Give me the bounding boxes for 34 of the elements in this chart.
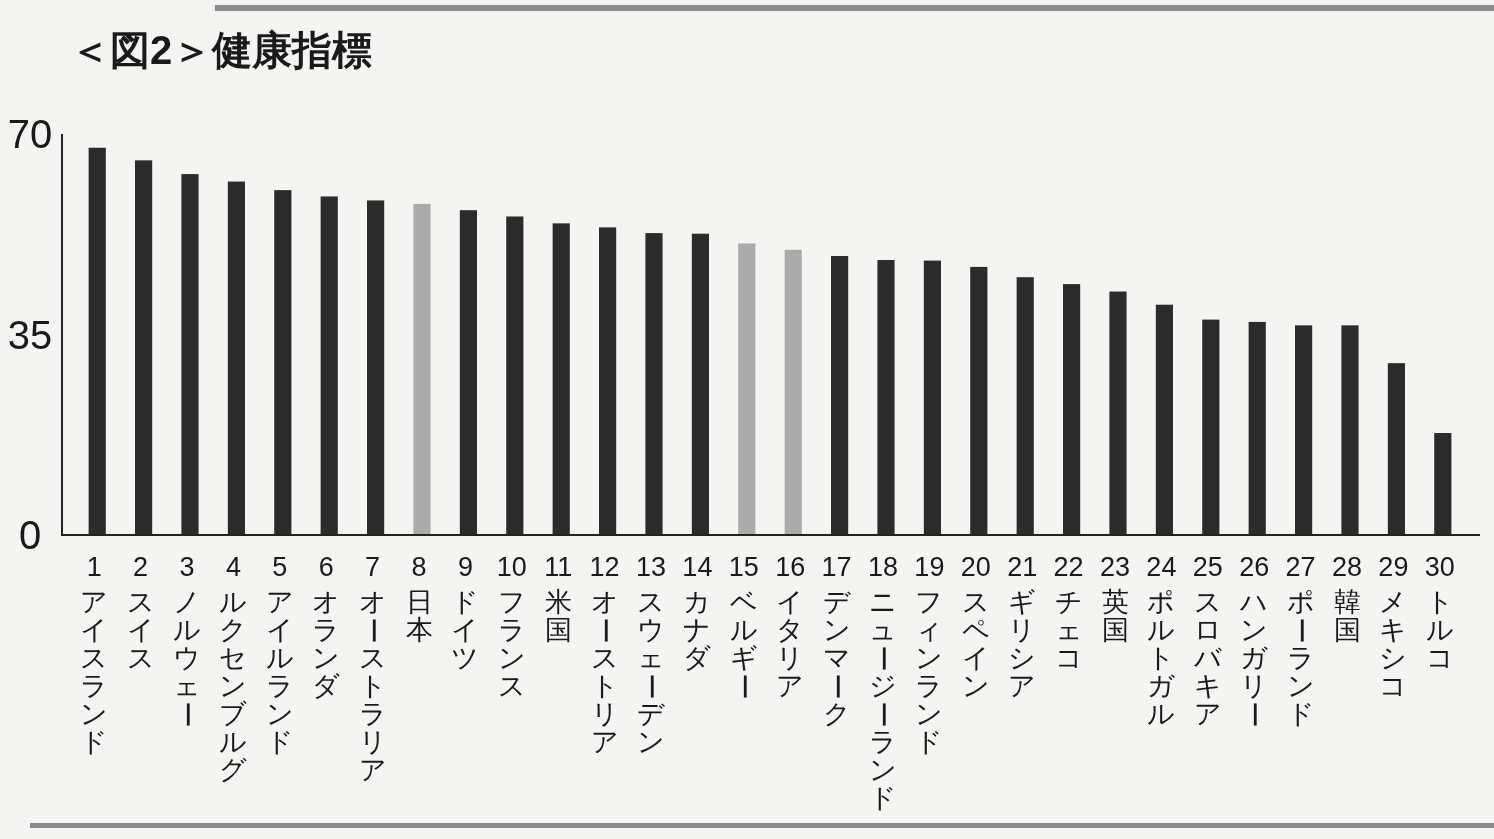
x-tick-label: 9 ドイツ <box>450 552 481 672</box>
x-tick-label: 6 オランダ <box>311 552 342 700</box>
y-tick-label: 0 <box>18 513 42 557</box>
x-tick-label: 27 ポーランド <box>1284 552 1317 728</box>
x-tick-label: 26 ハンガリー <box>1238 552 1271 728</box>
x-tick-label: 11 米国 <box>543 552 574 644</box>
x-tick-label: 14 カナダ <box>681 552 714 672</box>
x-tick-label: 15 ベルギー <box>727 552 760 700</box>
x-tick-label: 10 フランス <box>495 552 528 700</box>
x-tick-label: 12 オーストリア <box>588 552 621 756</box>
x-tick-label: 25 スロバキア <box>1191 552 1224 728</box>
x-tick-label: 7 オーストラリア <box>356 552 389 784</box>
x-tick-label: 8 日本 <box>404 552 434 644</box>
x-tick-label: 3 ノルウェー <box>171 552 203 728</box>
chart-title: ＜図2＞健康指標 <box>70 28 373 72</box>
x-tick-label: 20 スペイン <box>959 552 992 700</box>
x-tick-label: 23 英国 <box>1098 552 1131 644</box>
x-tick-label: 30 トルコ <box>1423 552 1456 672</box>
x-tick-label: 29 メキシコ <box>1377 552 1410 700</box>
x-tick-label: 13 スウェーデン <box>634 552 667 756</box>
x-tick-label: 17 デンマーク <box>820 552 853 728</box>
x-tick-label: 5 アイルランド <box>264 552 295 756</box>
x-tick-label: 28 韓国 <box>1330 552 1363 644</box>
x-tick-label: 2 スイス <box>125 552 156 672</box>
x-tick-label: 21 ギリシア <box>1006 552 1039 700</box>
x-tick-label: 19 フィンランド <box>913 552 946 756</box>
x-tick-label: 18 ニュージーランド <box>866 552 899 812</box>
x-tick-label: 24 ポルトガル <box>1145 552 1178 728</box>
y-tick-label: 70 <box>7 112 53 156</box>
x-tick-label: 4 ルクセンブルグ <box>218 552 249 784</box>
y-tick-label: 35 <box>7 312 53 357</box>
x-tick-label: 1 アイスランド <box>79 552 110 756</box>
x-tick-label: 22 チェコ <box>1052 552 1085 672</box>
x-tick-label: 16 イタリア <box>774 552 807 700</box>
